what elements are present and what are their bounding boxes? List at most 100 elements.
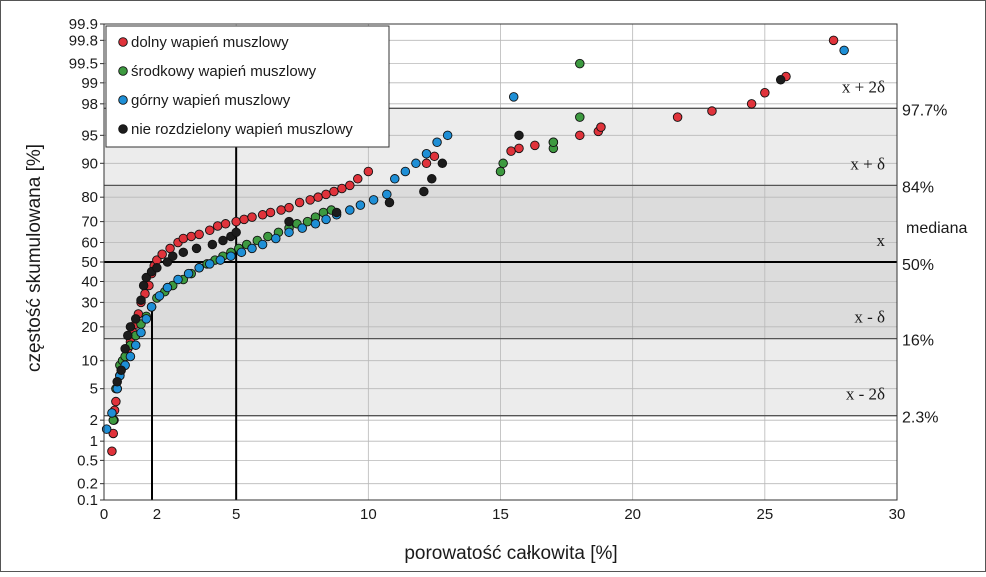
data-point bbox=[107, 408, 117, 418]
data-point bbox=[220, 219, 231, 229]
data-point bbox=[575, 112, 585, 122]
x-tick-label: 2 bbox=[153, 506, 161, 523]
x-tick-label: 30 bbox=[889, 506, 906, 523]
data-point bbox=[437, 158, 448, 169]
data-point bbox=[194, 229, 204, 240]
data-point bbox=[294, 197, 305, 208]
data-point bbox=[506, 146, 516, 156]
data-point bbox=[421, 149, 432, 159]
legend-marker bbox=[118, 95, 128, 105]
y-tick-label: 95 bbox=[81, 127, 98, 144]
data-point bbox=[178, 233, 189, 244]
reference-label: 97.7% bbox=[902, 102, 947, 119]
data-point bbox=[284, 202, 294, 213]
data-point bbox=[427, 174, 437, 184]
x-tick-label: 0 bbox=[100, 506, 108, 523]
data-point bbox=[498, 158, 508, 169]
statistic-label: x - 2δ bbox=[846, 385, 885, 404]
y-tick-label: 0.5 bbox=[77, 452, 98, 469]
y-axis-title: częstość skumulowana [%] bbox=[24, 144, 45, 372]
data-point bbox=[162, 282, 173, 293]
data-point bbox=[152, 263, 162, 273]
legend-marker bbox=[118, 66, 128, 76]
data-point bbox=[284, 227, 294, 238]
data-point bbox=[231, 216, 241, 227]
data-point bbox=[760, 88, 770, 98]
data-point bbox=[284, 216, 294, 227]
y-tick-label: 70 bbox=[81, 214, 98, 231]
data-point bbox=[596, 122, 606, 132]
data-point bbox=[125, 322, 136, 332]
legend-label: środkowy wapień muszlowy bbox=[131, 63, 317, 80]
data-point bbox=[130, 340, 141, 350]
data-point bbox=[141, 314, 152, 324]
data-point bbox=[400, 166, 411, 177]
data-point bbox=[138, 280, 149, 291]
x-tick-label: 15 bbox=[492, 506, 509, 523]
data-point bbox=[173, 274, 183, 285]
data-point bbox=[331, 207, 342, 218]
reference-label: 16% bbox=[902, 333, 934, 350]
data-point bbox=[429, 151, 440, 162]
data-point bbox=[530, 140, 540, 151]
data-point bbox=[297, 223, 308, 233]
data-point bbox=[305, 195, 315, 205]
statistic-label: x bbox=[877, 231, 886, 250]
data-point bbox=[239, 214, 249, 225]
data-point bbox=[125, 351, 136, 362]
x-tick-label: 25 bbox=[756, 506, 773, 523]
data-point bbox=[204, 225, 215, 235]
data-point bbox=[265, 207, 276, 218]
data-point bbox=[368, 195, 379, 205]
data-point bbox=[321, 214, 331, 225]
data-point bbox=[345, 205, 355, 215]
data-point bbox=[411, 158, 421, 169]
data-point bbox=[271, 233, 281, 244]
data-point bbox=[548, 137, 559, 148]
y-tick-label: 98 bbox=[81, 96, 98, 113]
data-point bbox=[167, 251, 178, 261]
data-point bbox=[107, 446, 117, 457]
data-point bbox=[120, 344, 130, 354]
data-point bbox=[329, 186, 339, 197]
data-point bbox=[421, 158, 432, 169]
data-point bbox=[839, 45, 849, 56]
data-point bbox=[247, 212, 257, 222]
data-point bbox=[204, 259, 215, 269]
data-point bbox=[218, 235, 228, 246]
data-point bbox=[353, 174, 363, 184]
y-tick-label: 99.5 bbox=[69, 56, 98, 73]
data-point bbox=[116, 365, 126, 375]
data-point bbox=[432, 137, 442, 148]
data-point bbox=[178, 247, 189, 258]
data-point bbox=[707, 106, 717, 116]
data-point bbox=[207, 239, 218, 250]
data-point bbox=[183, 268, 194, 279]
y-tick-label: 90 bbox=[81, 155, 98, 172]
data-point bbox=[157, 249, 167, 260]
y-tick-label: 20 bbox=[81, 319, 98, 336]
data-point bbox=[257, 210, 268, 220]
x-tick-label: 20 bbox=[624, 506, 641, 523]
data-point bbox=[390, 174, 400, 184]
y-tick-label: 80 bbox=[81, 189, 98, 206]
data-point bbox=[672, 112, 683, 122]
y-tick-label: 2 bbox=[90, 412, 98, 429]
data-point bbox=[108, 428, 119, 439]
data-point bbox=[363, 166, 374, 177]
data-point bbox=[310, 219, 321, 229]
y-tick-label: 99.9 bbox=[69, 16, 98, 33]
x-axis-title: porowatość całkowita [%] bbox=[404, 543, 617, 564]
data-point bbox=[495, 166, 506, 177]
data-point bbox=[162, 257, 173, 267]
legend-label: dolny wapień muszlowy bbox=[131, 34, 289, 51]
y-tick-label: 40 bbox=[81, 274, 98, 291]
statistic-label: x + δ bbox=[850, 154, 885, 173]
data-point bbox=[514, 130, 524, 141]
data-point bbox=[236, 247, 247, 258]
data-point bbox=[111, 396, 121, 407]
data-point bbox=[419, 186, 429, 197]
legend-box bbox=[105, 25, 390, 148]
y-tick-label: 60 bbox=[81, 234, 98, 251]
data-point bbox=[194, 263, 204, 273]
